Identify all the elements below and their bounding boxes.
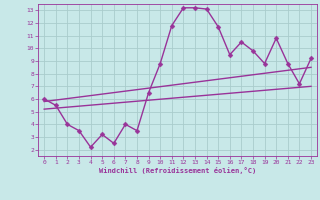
X-axis label: Windchill (Refroidissement éolien,°C): Windchill (Refroidissement éolien,°C) xyxy=(99,167,256,174)
